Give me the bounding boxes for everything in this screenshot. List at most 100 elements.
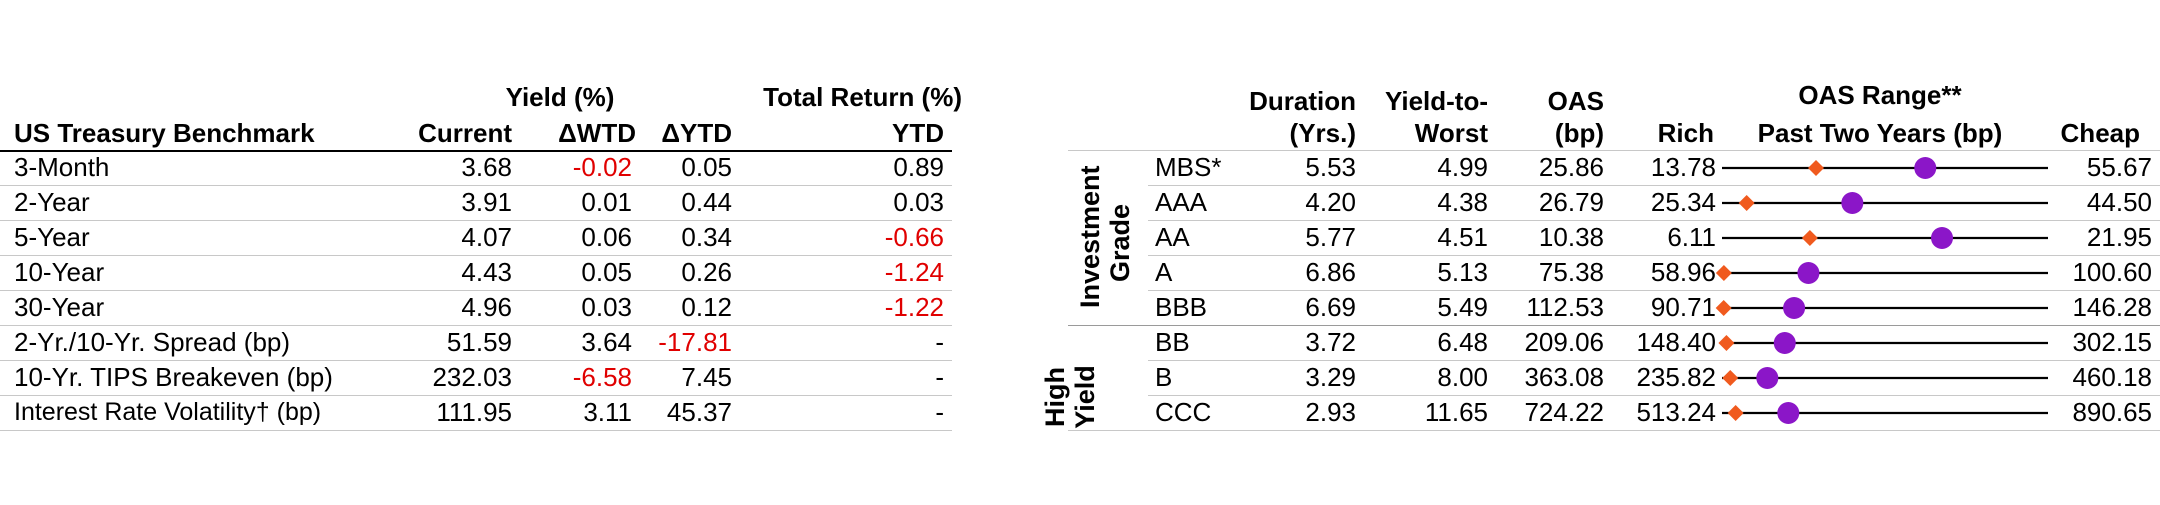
row-current: 4.43 [461, 257, 512, 287]
sector-name: A [1155, 257, 1173, 287]
sector-oas: 25.86 [1538, 152, 1604, 182]
row-name: 5-Year [14, 222, 90, 252]
row-divider [0, 395, 952, 396]
sector-rich: 90.71 [1650, 292, 1716, 322]
row-divider [1068, 430, 2160, 431]
row-wtd: 3.11 [583, 397, 632, 427]
row-wtd: 0.06 [581, 222, 632, 252]
row-tr: -1.22 [884, 292, 944, 322]
sector-name: B [1155, 362, 1173, 392]
sector-cheap: 302.15 [2072, 327, 2152, 357]
sector-name: AAA [1155, 187, 1208, 217]
oas-marker-circle [1773, 332, 1796, 354]
row-wtd: 0.03 [581, 292, 632, 322]
col-header-oas-1: OAS [1547, 86, 1604, 116]
row-ytd: 45.37 [666, 397, 732, 427]
oas-marker-circle [1841, 192, 1864, 214]
row-ytd: -17.81 [658, 327, 732, 357]
row-wtd: -6.58 [572, 362, 632, 392]
row-wtd: 0.01 [581, 187, 632, 217]
row-name: 2-Year [14, 187, 90, 217]
col-header-wtd: ΔWTD [558, 118, 636, 148]
oas-marker-diamond [1718, 335, 1735, 351]
col-header-oas-2: (bp) [1554, 118, 1604, 148]
sector-rich: 13.78 [1650, 152, 1716, 182]
row-ytd: 7.45 [681, 362, 732, 392]
col-header-duration-2: (Yrs.) [1289, 118, 1356, 148]
oas-marker-diamond [1727, 405, 1744, 421]
sector-oas: 10.38 [1538, 222, 1604, 252]
row-tr: - [935, 327, 944, 357]
sector-rich: 148.40 [1636, 327, 1716, 357]
sector-rich: 58.96 [1650, 257, 1716, 287]
row-current: 4.07 [461, 222, 512, 252]
row-tr: -0.66 [884, 222, 944, 252]
col-header-cheap: Cheap [2060, 118, 2140, 148]
row-divider [1148, 185, 2160, 186]
sector-rich: 513.24 [1636, 397, 1716, 427]
sector-cheap: 21.95 [2086, 222, 2152, 252]
sector-ytw: 5.49 [1437, 292, 1488, 322]
sector-duration: 3.29 [1305, 362, 1356, 392]
col-header-ytw-1: Yield-to- [1384, 86, 1488, 116]
col-header-tr-ytd: YTD [892, 118, 944, 148]
row-divider [0, 220, 952, 221]
row-ytd: 0.12 [681, 292, 732, 322]
oas-marker-circle [1777, 402, 1800, 424]
row-tr: -1.24 [884, 257, 944, 287]
row-current: 3.91 [461, 187, 512, 217]
oas-marker-diamond [1738, 195, 1755, 211]
total-return-group-header: Total Return (%) [763, 82, 962, 112]
oas-marker-circle [1783, 297, 1806, 319]
sector-ytw: 4.99 [1437, 152, 1488, 182]
sector-ytw: 4.51 [1437, 222, 1488, 252]
oas-marker-circle [1797, 262, 1820, 284]
row-current: 51.59 [446, 327, 512, 357]
row-current: 4.96 [461, 292, 512, 322]
sector-cheap: 55.67 [2086, 152, 2152, 182]
row-current: 111.95 [436, 397, 512, 427]
row-divider [0, 325, 952, 326]
col-header-rich: Rich [1657, 118, 1714, 148]
row-tr: - [935, 397, 944, 427]
oas-marker-diamond [1715, 300, 1732, 316]
row-name: Interest Rate Volatility† (bp) [14, 398, 322, 426]
sector-duration: 5.53 [1305, 152, 1356, 182]
oas-marker-diamond [1715, 265, 1732, 281]
sector-rich: 6.11 [1667, 222, 1716, 252]
sector-ytw: 8.00 [1437, 362, 1488, 392]
row-ytd: 0.44 [681, 187, 732, 217]
col-header-ytd: ΔYTD [661, 118, 732, 148]
sector-duration: 4.20 [1305, 187, 1356, 217]
sector-oas: 724.22 [1524, 397, 1604, 427]
sector-ytw: 6.48 [1437, 327, 1488, 357]
row-divider [0, 185, 952, 186]
right-header-rule [1068, 150, 2160, 151]
row-ytd: 0.26 [681, 257, 732, 287]
row-tr: 0.03 [893, 187, 944, 217]
oas-marker-diamond [1722, 370, 1739, 386]
sector-oas: 75.38 [1538, 257, 1604, 287]
oas-marker-circle [1931, 227, 1954, 249]
row-current: 3.68 [461, 152, 512, 182]
sector-name: MBS* [1155, 152, 1222, 182]
sector-oas: 26.79 [1538, 187, 1604, 217]
col-header-benchmark: US Treasury Benchmark [14, 118, 315, 148]
sector-oas: 112.53 [1526, 292, 1604, 322]
row-ytd: 0.05 [681, 152, 732, 182]
sector-ytw: 5.13 [1437, 257, 1488, 287]
sector-duration: 5.77 [1305, 222, 1356, 252]
sector-rich: 25.34 [1650, 187, 1716, 217]
group-divider [1068, 325, 2160, 326]
row-divider [0, 360, 952, 361]
sector-rich: 235.82 [1636, 362, 1716, 392]
row-tr: - [935, 362, 944, 392]
sector-name: AA [1155, 222, 1190, 252]
sector-ytw: 4.38 [1437, 187, 1488, 217]
row-name: 2-Yr./10-Yr. Spread (bp) [14, 327, 291, 357]
row-name: 10-Yr. TIPS Breakeven (bp) [14, 362, 333, 392]
sector-duration: 6.86 [1305, 257, 1356, 287]
oas-marker-circle [1914, 157, 1937, 179]
sector-oas: 363.08 [1524, 362, 1604, 392]
